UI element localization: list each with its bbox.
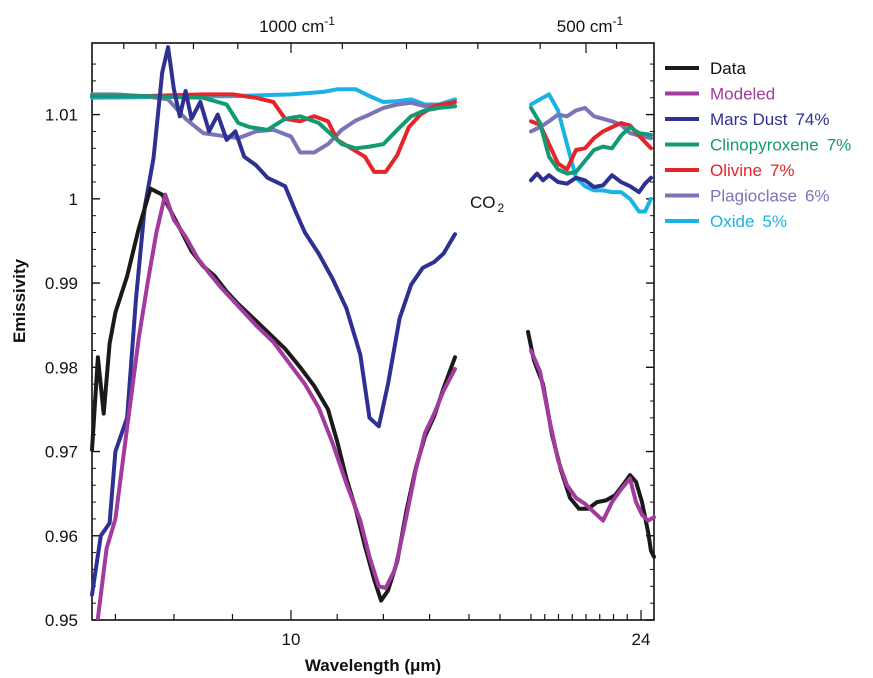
series-modeled	[95, 192, 656, 621]
top-tick-label-1000: 1000 cm-1	[259, 14, 335, 36]
series-line	[529, 348, 656, 523]
plot-frame	[91, 42, 655, 621]
legend-label: Clinopyroxene 7%	[710, 136, 851, 155]
series-line	[529, 105, 653, 176]
series-line	[526, 329, 656, 559]
top-tick-label-500: 500 cm-1	[557, 14, 624, 36]
series-line	[95, 192, 457, 621]
legend-label: Mars Dust 74%	[710, 110, 830, 129]
legend-label: Data	[710, 59, 746, 78]
y-tick-label: 0.97	[45, 443, 78, 462]
series-clinopyroxene	[90, 94, 653, 176]
series-mars-dust	[90, 45, 653, 597]
legend: Data Modeled Mars Dust 74% Clinopyroxene 7% Ol…	[665, 59, 851, 231]
series-line	[529, 92, 653, 214]
legend-item: Olivine 7%	[665, 161, 795, 180]
legend-item: Oxide 5%	[665, 212, 787, 231]
series-olivine	[90, 92, 653, 174]
series-layer	[90, 45, 656, 621]
series-data	[90, 186, 656, 603]
y-tick-label: 0.96	[45, 527, 78, 546]
legend-item: Modeled	[665, 85, 775, 104]
legend-item: Data	[665, 59, 746, 78]
ticks-layer: 0.95 0.96 0.97 0.98 0.99 1 1.01 10 24	[45, 43, 654, 649]
series-line	[529, 105, 653, 141]
y-axis-title: Emissivity	[10, 258, 29, 343]
legend-label: Modeled	[710, 85, 775, 104]
x-axis-title: Wavelength (μm)	[305, 656, 441, 675]
x-tick-label: 10	[282, 630, 301, 649]
legend-label: Plagioclase 6%	[710, 187, 830, 206]
legend-label: Oxide 5%	[710, 212, 787, 231]
y-tick-label: 0.98	[45, 358, 78, 377]
series-line	[529, 171, 653, 195]
y-tick-label: 0.95	[45, 611, 78, 630]
series-line	[90, 92, 457, 174]
legend-item: Plagioclase 6%	[665, 187, 830, 206]
legend-item: Clinopyroxene 7%	[665, 136, 851, 155]
series-line	[529, 119, 653, 172]
series-line	[90, 94, 457, 151]
y-tick-label: 1	[69, 190, 78, 209]
co2-annotation: CO 2	[470, 193, 505, 215]
legend-item: Mars Dust 74%	[665, 110, 830, 129]
y-tick-label: 1.01	[45, 106, 78, 125]
x-tick-label: 24	[632, 630, 651, 649]
y-tick-label: 0.99	[45, 274, 78, 293]
legend-label: Olivine 7%	[710, 161, 795, 180]
